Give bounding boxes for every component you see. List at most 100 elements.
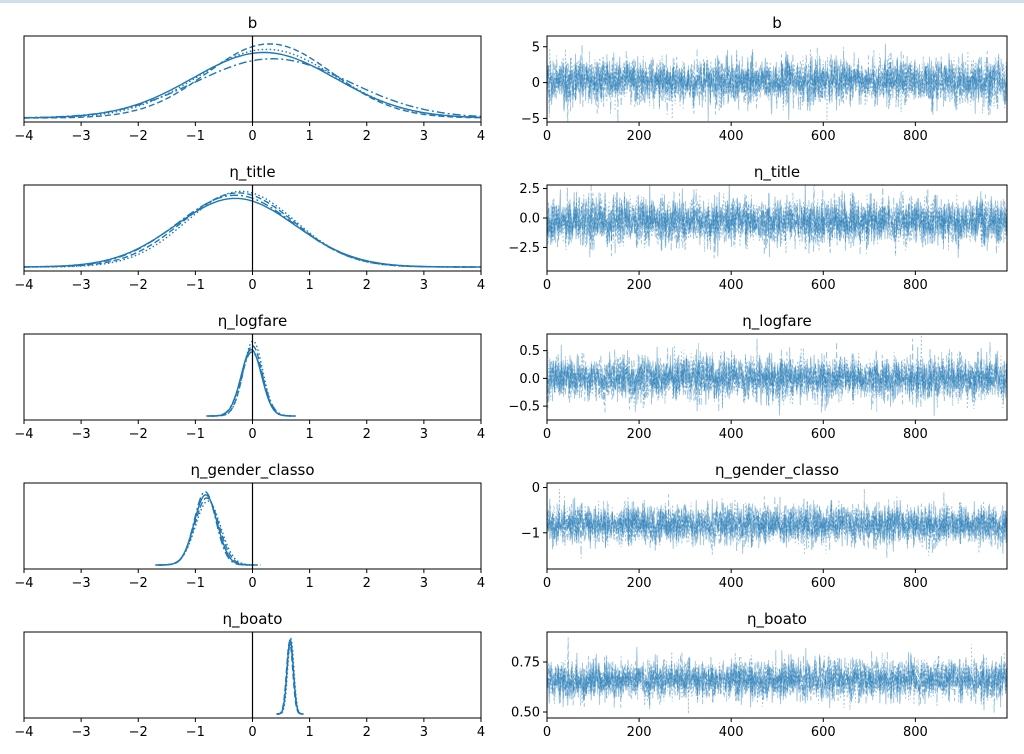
x-tick-label: 400 — [719, 129, 744, 144]
density-chain-2 — [276, 641, 303, 715]
density-chain-3 — [23, 57, 482, 119]
x-tick-label: 200 — [627, 725, 652, 740]
x-tick-label: −1 — [186, 576, 205, 591]
trace-chain-2 — [547, 637, 1007, 709]
x-tick-label: 1 — [305, 129, 313, 144]
x-tick-label: −2 — [129, 278, 148, 293]
x-tick-label: 4 — [477, 278, 485, 293]
y-tick-label: 0.0 — [519, 211, 540, 226]
x-tick-label: 800 — [903, 725, 928, 740]
trace-title: η_boato — [747, 610, 807, 629]
x-tick-label: 400 — [719, 427, 744, 442]
x-tick-label: −1 — [186, 725, 205, 740]
x-tick-label: −2 — [129, 427, 148, 442]
density-plot-2: η_logfare −4 −3 −2 −1 0 1 2 3 4 — [14, 312, 485, 442]
x-tick-label: −1 — [186, 278, 205, 293]
x-tick-label: −3 — [72, 278, 91, 293]
trace-plot-2: η_logfare 0 200 400 600 800 0.5 0.0 −0.5 — [508, 312, 1008, 442]
x-tick-label: 600 — [811, 576, 836, 591]
density-title: b — [248, 14, 258, 32]
x-tick-label: 1 — [305, 576, 313, 591]
trace-axes-frame — [546, 333, 1008, 421]
x-tick-label: −4 — [14, 725, 33, 740]
x-tick-label: 4 — [477, 576, 485, 591]
trace-chain-1 — [547, 43, 1007, 122]
x-tick-label: 800 — [903, 576, 928, 591]
x-tick-label: 3 — [420, 576, 428, 591]
y-tick-label: −5 — [521, 112, 540, 127]
x-tick-label: −4 — [14, 278, 33, 293]
trace-plot-4: η_boato 0 200 400 600 800 0.75 0.50 — [511, 610, 1008, 740]
x-tick-label: 1 — [305, 278, 313, 293]
x-tick-label: 0 — [543, 725, 551, 740]
trace-chain-3 — [547, 341, 1007, 414]
x-tick-label: 400 — [719, 576, 744, 591]
trace-chain-1 — [547, 646, 1007, 711]
trace-chain-2 — [547, 338, 1007, 412]
trace-chain-3 — [547, 489, 1007, 559]
trace-title: η_title — [754, 163, 800, 182]
x-tick-label: 3 — [420, 427, 428, 442]
x-tick-label: −3 — [72, 725, 91, 740]
x-tick-label: 800 — [903, 278, 928, 293]
x-tick-label: −1 — [186, 427, 205, 442]
density-title: η_gender_classo — [190, 461, 314, 480]
x-tick-label: 0 — [248, 576, 256, 591]
x-tick-label: −1 — [186, 129, 205, 144]
density-chain-4 — [23, 48, 482, 119]
x-tick-label: 2 — [363, 576, 371, 591]
density-chain-3 — [276, 643, 304, 715]
density-plot-0: b −4 −3 −2 −1 0 1 2 3 4 — [14, 14, 485, 144]
trace-chain-3 — [547, 47, 1007, 122]
x-tick-label: −3 — [72, 129, 91, 144]
y-tick-label: 5 — [532, 40, 540, 55]
density-chain-2 — [156, 497, 258, 566]
x-tick-label: 2 — [363, 129, 371, 144]
x-tick-label: 0 — [248, 427, 256, 442]
trace-chain-4 — [547, 644, 1007, 714]
x-tick-label: −2 — [129, 129, 148, 144]
trace-chain-3 — [547, 649, 1007, 714]
density-chain-1 — [208, 348, 295, 417]
density-plot-3: η_gender_classo −4 −3 −2 −1 0 1 2 3 4 — [14, 461, 485, 591]
density-title: η_boato — [223, 610, 283, 629]
density-title: η_title — [229, 163, 275, 182]
y-tick-label: 0.75 — [511, 656, 540, 671]
density-plot-4: η_boato −4 −3 −2 −1 0 1 2 3 4 — [14, 610, 485, 740]
x-tick-label: 3 — [420, 278, 428, 293]
x-tick-label: 4 — [477, 725, 485, 740]
y-tick-label: −1 — [521, 526, 540, 541]
y-tick-label: 0.0 — [519, 372, 540, 387]
y-tick-label: 0.5 — [519, 344, 540, 359]
y-tick-label: −0.5 — [508, 400, 540, 415]
x-tick-label: 400 — [719, 278, 744, 293]
x-tick-label: 600 — [811, 427, 836, 442]
x-tick-label: 2 — [363, 427, 371, 442]
trace-chain-2 — [547, 494, 1007, 558]
x-tick-label: 2 — [363, 278, 371, 293]
x-tick-label: 1 — [305, 725, 313, 740]
y-tick-label: 0.50 — [511, 706, 540, 721]
x-tick-label: 200 — [627, 576, 652, 591]
density-chain-4 — [277, 637, 304, 715]
density-plot-1: η_title −4 −3 −2 −1 0 1 2 3 4 — [14, 163, 485, 293]
y-tick-label: 0 — [532, 76, 540, 91]
x-tick-label: 2 — [363, 725, 371, 740]
x-tick-label: 600 — [811, 725, 836, 740]
x-tick-label: 1 — [305, 427, 313, 442]
trace-plot-1: η_title 0 200 400 600 800 2.5 0.0 −2.5 — [508, 163, 1008, 293]
density-chain-4 — [24, 190, 469, 268]
trace-axes-frame — [546, 482, 1008, 570]
x-tick-label: −4 — [14, 427, 33, 442]
trace-chain-2 — [547, 44, 1007, 122]
x-tick-label: 600 — [811, 278, 836, 293]
x-tick-label: 0 — [543, 427, 551, 442]
x-tick-label: 400 — [719, 725, 744, 740]
x-tick-label: 0 — [543, 129, 551, 144]
x-tick-label: 200 — [627, 129, 652, 144]
trace-axes-frame — [546, 631, 1008, 719]
trace-chain-1 — [547, 497, 1007, 554]
window-top-border — [0, 0, 1024, 3]
